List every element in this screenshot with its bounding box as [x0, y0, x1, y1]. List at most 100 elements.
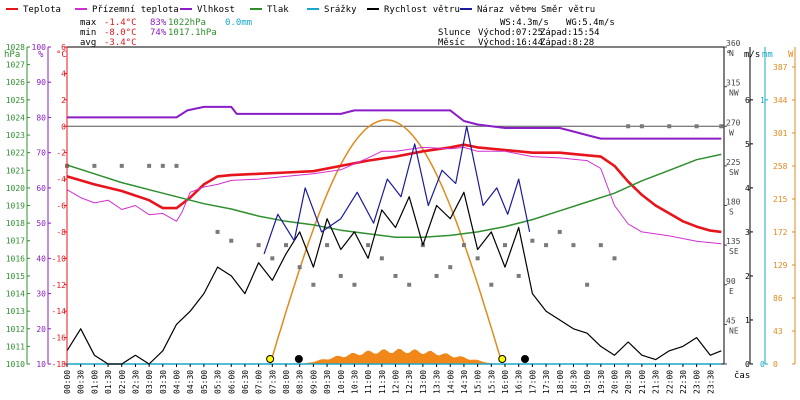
stat-value: 1017.1hPa	[168, 28, 217, 38]
solar-tick-label: 215	[773, 195, 788, 204]
wind-direction-dot	[475, 256, 480, 261]
humidity-tick-label: 80	[36, 113, 46, 122]
wind-direction-dot	[489, 282, 494, 287]
wind-direction-dot	[393, 273, 398, 278]
wind-direction-dot	[585, 282, 590, 287]
legend-label: Náraz větru	[477, 5, 537, 15]
direction-name-label: SW	[729, 168, 739, 177]
series-line-vlhkost	[67, 105, 722, 140]
humidity-tick-label: 30	[36, 290, 46, 299]
wind-direction-dot	[639, 124, 644, 129]
direction-name-label: W	[729, 128, 734, 137]
series-line-náraz-větru	[263, 125, 531, 255]
time-tick-label: 01:30	[104, 370, 113, 394]
time-tick-label: 01:00	[90, 370, 99, 394]
pressure-unit: hPa	[4, 50, 20, 60]
pressure-tick-label: 1016	[6, 254, 25, 263]
wind-direction-dot	[461, 243, 466, 248]
legend-label: Tlak	[267, 5, 289, 15]
solar-tick-label: 172	[773, 228, 788, 237]
sun-elevation-curve	[269, 119, 501, 365]
series-line-přízemní-teplota	[66, 146, 722, 245]
time-tick-label: 09:30	[323, 370, 332, 394]
wind-direction-dot	[612, 256, 617, 261]
wind-speed-avg: WS:4.3m/s	[500, 18, 549, 28]
time-tick-label: 19:00	[583, 370, 592, 394]
time-tick-label: 22:30	[679, 370, 688, 394]
temperature-tick-label: -8	[56, 228, 66, 237]
wind-direction-dot	[379, 256, 384, 261]
time-tick-label: 04:00	[173, 370, 182, 394]
direction-tick-label: 360	[726, 39, 741, 48]
wind-direction-dot	[626, 124, 631, 129]
time-tick-label: 14:00	[446, 370, 455, 394]
wind-direction-dot	[598, 243, 603, 248]
wind-direction-dot	[694, 124, 699, 129]
legend-label: Teplota	[23, 5, 61, 15]
pressure-tick-label: 1018	[6, 219, 25, 228]
wind-direction-dot	[503, 243, 507, 248]
direction-tick-label: 315	[726, 79, 741, 88]
wind-direction-dot	[325, 243, 330, 248]
time-tick-label: 15:00	[474, 370, 483, 394]
wind-direction-dot	[284, 243, 288, 248]
pressure-tick-label: 1012	[6, 325, 25, 334]
pressure-tick-label: 1015	[6, 272, 25, 281]
temperature-tick-label: 4	[61, 69, 66, 78]
time-tick-label: 11:30	[378, 370, 387, 394]
moon-marker	[294, 355, 303, 363]
solar-tick-label: 387	[773, 63, 788, 72]
direction-tick-label: 45	[726, 316, 736, 325]
direction-tick-label: 225	[726, 158, 741, 167]
humidity-tick-label: 100	[32, 43, 47, 52]
solar-tick-label: 129	[773, 261, 788, 270]
pressure-tick-label: 1020	[6, 184, 25, 193]
solar-tick-label: 258	[773, 162, 788, 171]
direction-tick-label: 180	[726, 198, 741, 207]
time-tick-label: 00:30	[77, 370, 86, 394]
time-tick-label: 06:00	[227, 370, 236, 394]
wind-direction-dot	[256, 243, 261, 248]
moon-marker	[520, 355, 529, 363]
time-tick-label: 15:30	[487, 370, 496, 394]
wind-direction-dot	[352, 282, 357, 287]
temperature-unit: °C	[56, 50, 67, 60]
rain-tick-label: 1	[760, 96, 765, 105]
series-line-tlak	[66, 153, 722, 238]
wind-unit: m/s	[744, 50, 760, 60]
pressure-tick-label: 1026	[6, 78, 25, 87]
time-tick-label: 20:00	[611, 370, 620, 394]
time-tick-label: 13:30	[433, 370, 442, 394]
legend-label: Srážky	[324, 5, 357, 15]
time-tick-label: 09:00	[309, 370, 318, 394]
time-tick-label: 12:30	[405, 370, 414, 394]
wind-direction-dot	[174, 163, 179, 168]
pressure-tick-label: 1017	[6, 237, 25, 246]
temperature-tick-label: -16	[52, 334, 67, 343]
time-tick-label: 18:30	[569, 370, 578, 394]
direction-unit: °	[726, 50, 731, 60]
wind-direction-dot	[366, 243, 371, 248]
stat-value: 74%	[150, 28, 167, 38]
wind-direction-dot	[667, 124, 672, 129]
legend-label: Přízemní teplota	[92, 5, 179, 15]
time-tick-label: 14:30	[460, 370, 469, 394]
wind-tick-label: 0	[745, 360, 750, 369]
wind-tick-label: 5	[745, 140, 750, 149]
series-line-teplota	[66, 143, 722, 234]
time-tick-label: 21:30	[652, 370, 661, 394]
wind-direction-dot	[407, 282, 412, 287]
stat-value: avg	[80, 38, 96, 48]
pressure-tick-label: 1022	[6, 149, 25, 158]
stat-value: -8.0°C	[104, 28, 137, 38]
time-tick-label: 08:00	[282, 370, 291, 394]
wind-tick-label: 2	[745, 272, 750, 281]
temperature-tick-label: -4	[56, 175, 66, 184]
pressure-tick-label: 1025	[6, 96, 25, 105]
wind-direction-dot	[530, 238, 535, 243]
wind-tick-label: 1	[745, 316, 750, 325]
humidity-tick-label: 20	[36, 325, 46, 334]
pressure-tick-label: 1021	[6, 166, 25, 175]
time-tick-label: 02:00	[118, 370, 127, 394]
